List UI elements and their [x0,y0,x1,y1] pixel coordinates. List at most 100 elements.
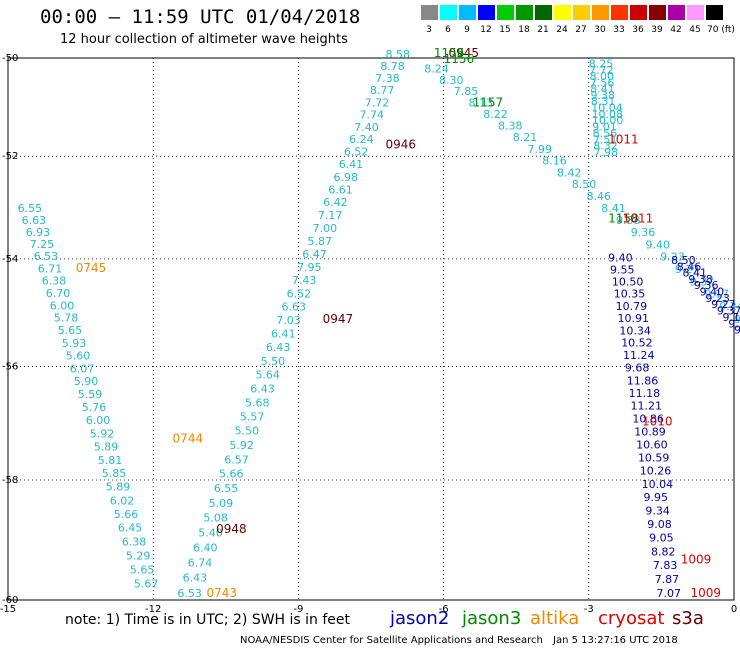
lon-tick-label: -6 [439,604,449,615]
chart-subtitle: 12 hour collection of altimeter wave hei… [60,32,348,47]
swh-value: 10.00 [592,114,624,127]
swh-value: 5.59 [78,388,103,401]
scale-label: 30 [594,25,606,35]
swh-value: 9.27 [711,298,736,311]
swh-value: 9.17 [704,288,729,301]
lon-tick-label: -12 [145,604,161,615]
swh-value: 11.24 [623,349,655,362]
swh-value: 6.52 [287,287,312,300]
swh-value: 9.01 [592,121,617,134]
swh-value: 5.87 [307,235,332,248]
lat-tick-label: -56 [2,362,18,373]
swh-value: 8.13 [468,97,493,110]
swh-value: 6.63 [281,301,306,314]
swh-value: 11.21 [630,400,662,413]
scale-swatch [611,5,628,20]
swh-value: 7.95 [297,261,322,274]
swh-value: 6.43 [266,341,291,354]
pass-time-label: 1011 [608,133,639,147]
swh-value: 7.87 [655,573,680,586]
swh-value: 6.43 [250,383,275,396]
swh-value: 5.89 [94,440,119,453]
swh-value: 8.46 [677,260,702,273]
swh-value: 5.81 [98,454,123,467]
pass-time-label: 0743 [206,586,237,600]
swh-value: 8.50 [671,254,696,267]
swh-value: 5.67 [134,578,159,591]
swh-value: 6.63 [22,214,47,227]
swh-value: 5.90 [74,375,99,388]
swh-value: 6.02 [110,494,135,507]
swh-value: 10.04 [591,101,623,114]
scale-swatch [668,5,685,20]
scale-label: 45 [689,25,701,35]
swh-value: 8.41 [601,202,626,215]
swh-value: 6.45 [118,522,143,535]
swh-value: 8.58 [386,48,411,61]
scale-label: 12 [480,25,492,35]
swh-value: 5.65 [130,564,155,577]
swh-value: 10.59 [638,451,670,464]
swh-value: 5.50 [261,355,286,368]
lat-tick-label: -58 [2,475,18,486]
swh-value: 9.23 [660,251,685,264]
scale-label: 24 [556,25,568,35]
scale-swatch [687,5,704,20]
swh-value: 5.92 [229,439,254,452]
scale-swatch [459,5,476,20]
pass-time-label: 1156 [444,52,475,66]
scale-swatch [592,5,609,20]
swh-value: 5.66 [114,508,138,521]
swh-value: 6.71 [38,262,63,275]
swh-value: 9.40 [645,238,670,251]
scale-swatch [649,5,666,20]
map-frame [7,57,735,601]
swh-value: 7.00 [313,222,338,235]
swh-value: 10.50 [612,275,644,288]
swh-value: 9.68 [625,362,650,375]
scale-label: 6 [445,25,451,35]
swh-value: 5.60 [66,350,91,363]
swh-value: 8.16 [542,155,567,168]
swh-value: 5.64 [255,369,280,382]
swh-value: 5.68 [245,397,270,410]
swh-value: 5.93 [62,337,87,350]
swh-value: 5.89 [106,481,131,494]
swh-value: 6.24 [349,133,374,146]
swh-value: 6.74 [188,556,213,569]
swh-value: 8.32 [593,140,618,153]
swh-value: 9.10 [734,324,740,337]
swh-value: 5.09 [209,497,234,510]
swh-value: 10.08 [592,108,624,121]
swh-value: 10.26 [640,465,672,478]
lon-tick-label: -15 [0,604,16,615]
swh-value: 6.40 [193,541,218,554]
swh-value: 9.37 [717,304,740,317]
scale-label: 27 [575,25,587,35]
swh-value: 5.76 [82,401,107,414]
swh-value: 5.78 [54,312,79,325]
lon-tick-label: -9 [293,604,303,615]
swh-value: 6.42 [323,196,348,209]
scale-label: 18 [518,25,530,35]
swh-value: 5.65 [58,324,82,337]
swh-value: 6.38 [42,275,67,288]
swh-value: 5.57 [240,411,265,424]
swh-value: 7.43 [292,274,317,287]
swh-value: 8.21 [513,131,538,144]
swh-value: 6.53 [34,250,59,263]
swh-value: 11.86 [627,374,659,387]
lat-tick-label: -50 [2,53,18,64]
swh-value: 10.35 [614,288,646,301]
swh-value: 8.46 [586,190,611,203]
scale-swatch [497,5,514,20]
swh-value: 8.22 [483,108,508,121]
pass-time-label: 0947 [323,312,354,326]
swh-value: 5.66 [219,468,244,481]
swh-value: 7.98 [594,146,619,159]
scale-label: 15 [499,25,511,35]
lon-tick-label: 0 [731,604,737,615]
swh-value: 5.29 [126,550,151,563]
swh-value: 9.36 [694,279,719,292]
